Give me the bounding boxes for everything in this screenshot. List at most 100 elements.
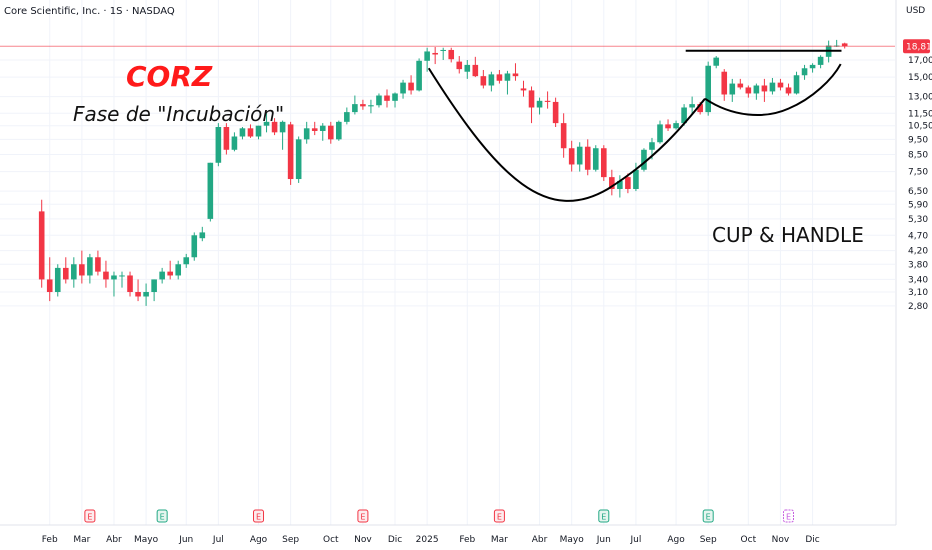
time-tick-label: Mayo [560,535,585,545]
cup-curve [427,67,706,202]
candle [183,253,190,268]
time-tick-label: Jul [212,535,224,545]
time-tick-label: Oct [741,535,757,545]
candle [143,283,149,306]
price-tick-label: 13,00 [908,93,932,103]
earnings-marker[interactable]: E [598,509,610,523]
time-tick-label: Feb [42,535,58,545]
time-axis[interactable]: Feb Mar Abr Mayo Jun Jul Ago Sep Oct Nov Dic 2025 Fe… [0,524,896,545]
candle [62,257,69,284]
candle [729,78,736,102]
time-tick-label: Mar [73,535,90,545]
candle [191,232,198,261]
candle [504,70,511,95]
candle [263,113,270,133]
candle [352,95,358,115]
candle [721,69,728,101]
candle [472,56,479,78]
time-tick-label: Sep [700,535,717,545]
candle [311,121,318,136]
candle [127,271,133,297]
candle [360,99,366,110]
candle [344,107,350,125]
candle [625,173,631,194]
candle [175,260,182,280]
time-tick-label: Dic [388,535,402,545]
handle-curve [704,63,842,117]
candle [464,60,471,79]
price-tick-label: 11,50 [908,109,932,119]
candle [673,120,679,130]
price-tick-label: 8,50 [908,151,928,161]
currency-label: USD [906,6,926,16]
candle [809,63,816,73]
price-tick-label: 5,30 [908,215,928,225]
candle [665,119,671,131]
candle [793,71,800,95]
svg-text:E: E [497,513,502,522]
earnings-marker[interactable]: E [156,509,168,523]
candlestick-series [38,39,848,306]
svg-text:E: E [87,513,92,522]
candle [713,56,720,69]
last-price-badge [903,39,930,54]
time-tick-label: Ago [250,535,268,545]
earnings-marker[interactable]: E [84,509,96,523]
time-tick-label: Jun [178,535,193,545]
candle [247,124,254,138]
candle [392,92,398,108]
price-tick-label: 10,50 [908,122,932,132]
candle [601,145,607,181]
svg-text:E: E [360,513,365,522]
svg-text:E: E [706,513,711,522]
candle [609,169,615,196]
candle [111,271,117,297]
candle [737,78,744,90]
earnings-marker[interactable]: E [357,509,369,523]
candle [368,99,374,114]
svg-text:E: E [256,513,261,522]
candle [279,120,286,150]
candle [327,121,334,144]
candle [119,271,125,288]
time-tick-label: Feb [459,535,475,545]
candle [159,267,165,284]
candle [135,279,141,302]
time-tick-label: Sep [282,535,299,545]
candle [231,132,238,152]
candle [46,257,53,302]
svg-text:E: E [786,513,791,522]
price-tick-label: 3,40 [908,275,928,285]
time-tick-label: Nov [772,535,790,545]
candle [287,121,294,185]
price-tick-label: 4,20 [908,247,928,257]
price-axis[interactable]: 2,80 3,10 3,40 3,80 4,20 4,70 5,30 5,90 6,50 7,50… [895,0,932,525]
candle [167,260,173,280]
pattern-overlays [427,49,842,202]
candle [54,264,61,297]
candle [617,175,623,198]
time-tick-label: 2025 [416,535,439,545]
candle [536,97,543,115]
candle [512,63,519,81]
earnings-marker[interactable]: E [782,509,794,523]
candle [785,83,792,96]
candle [689,96,695,115]
candle [199,226,206,242]
candle [319,123,326,141]
candle [440,47,446,60]
candle [480,69,487,89]
candle [544,91,551,109]
earnings-marker[interactable]: E [493,509,505,523]
candle [753,83,760,100]
candle [95,250,101,276]
candle [584,139,591,176]
candle [416,58,422,92]
earnings-marker[interactable]: E [253,509,265,523]
earnings-marker[interactable]: E [702,509,714,523]
candle [408,75,414,95]
time-tick-label: Mar [491,535,508,545]
candle [761,78,768,102]
